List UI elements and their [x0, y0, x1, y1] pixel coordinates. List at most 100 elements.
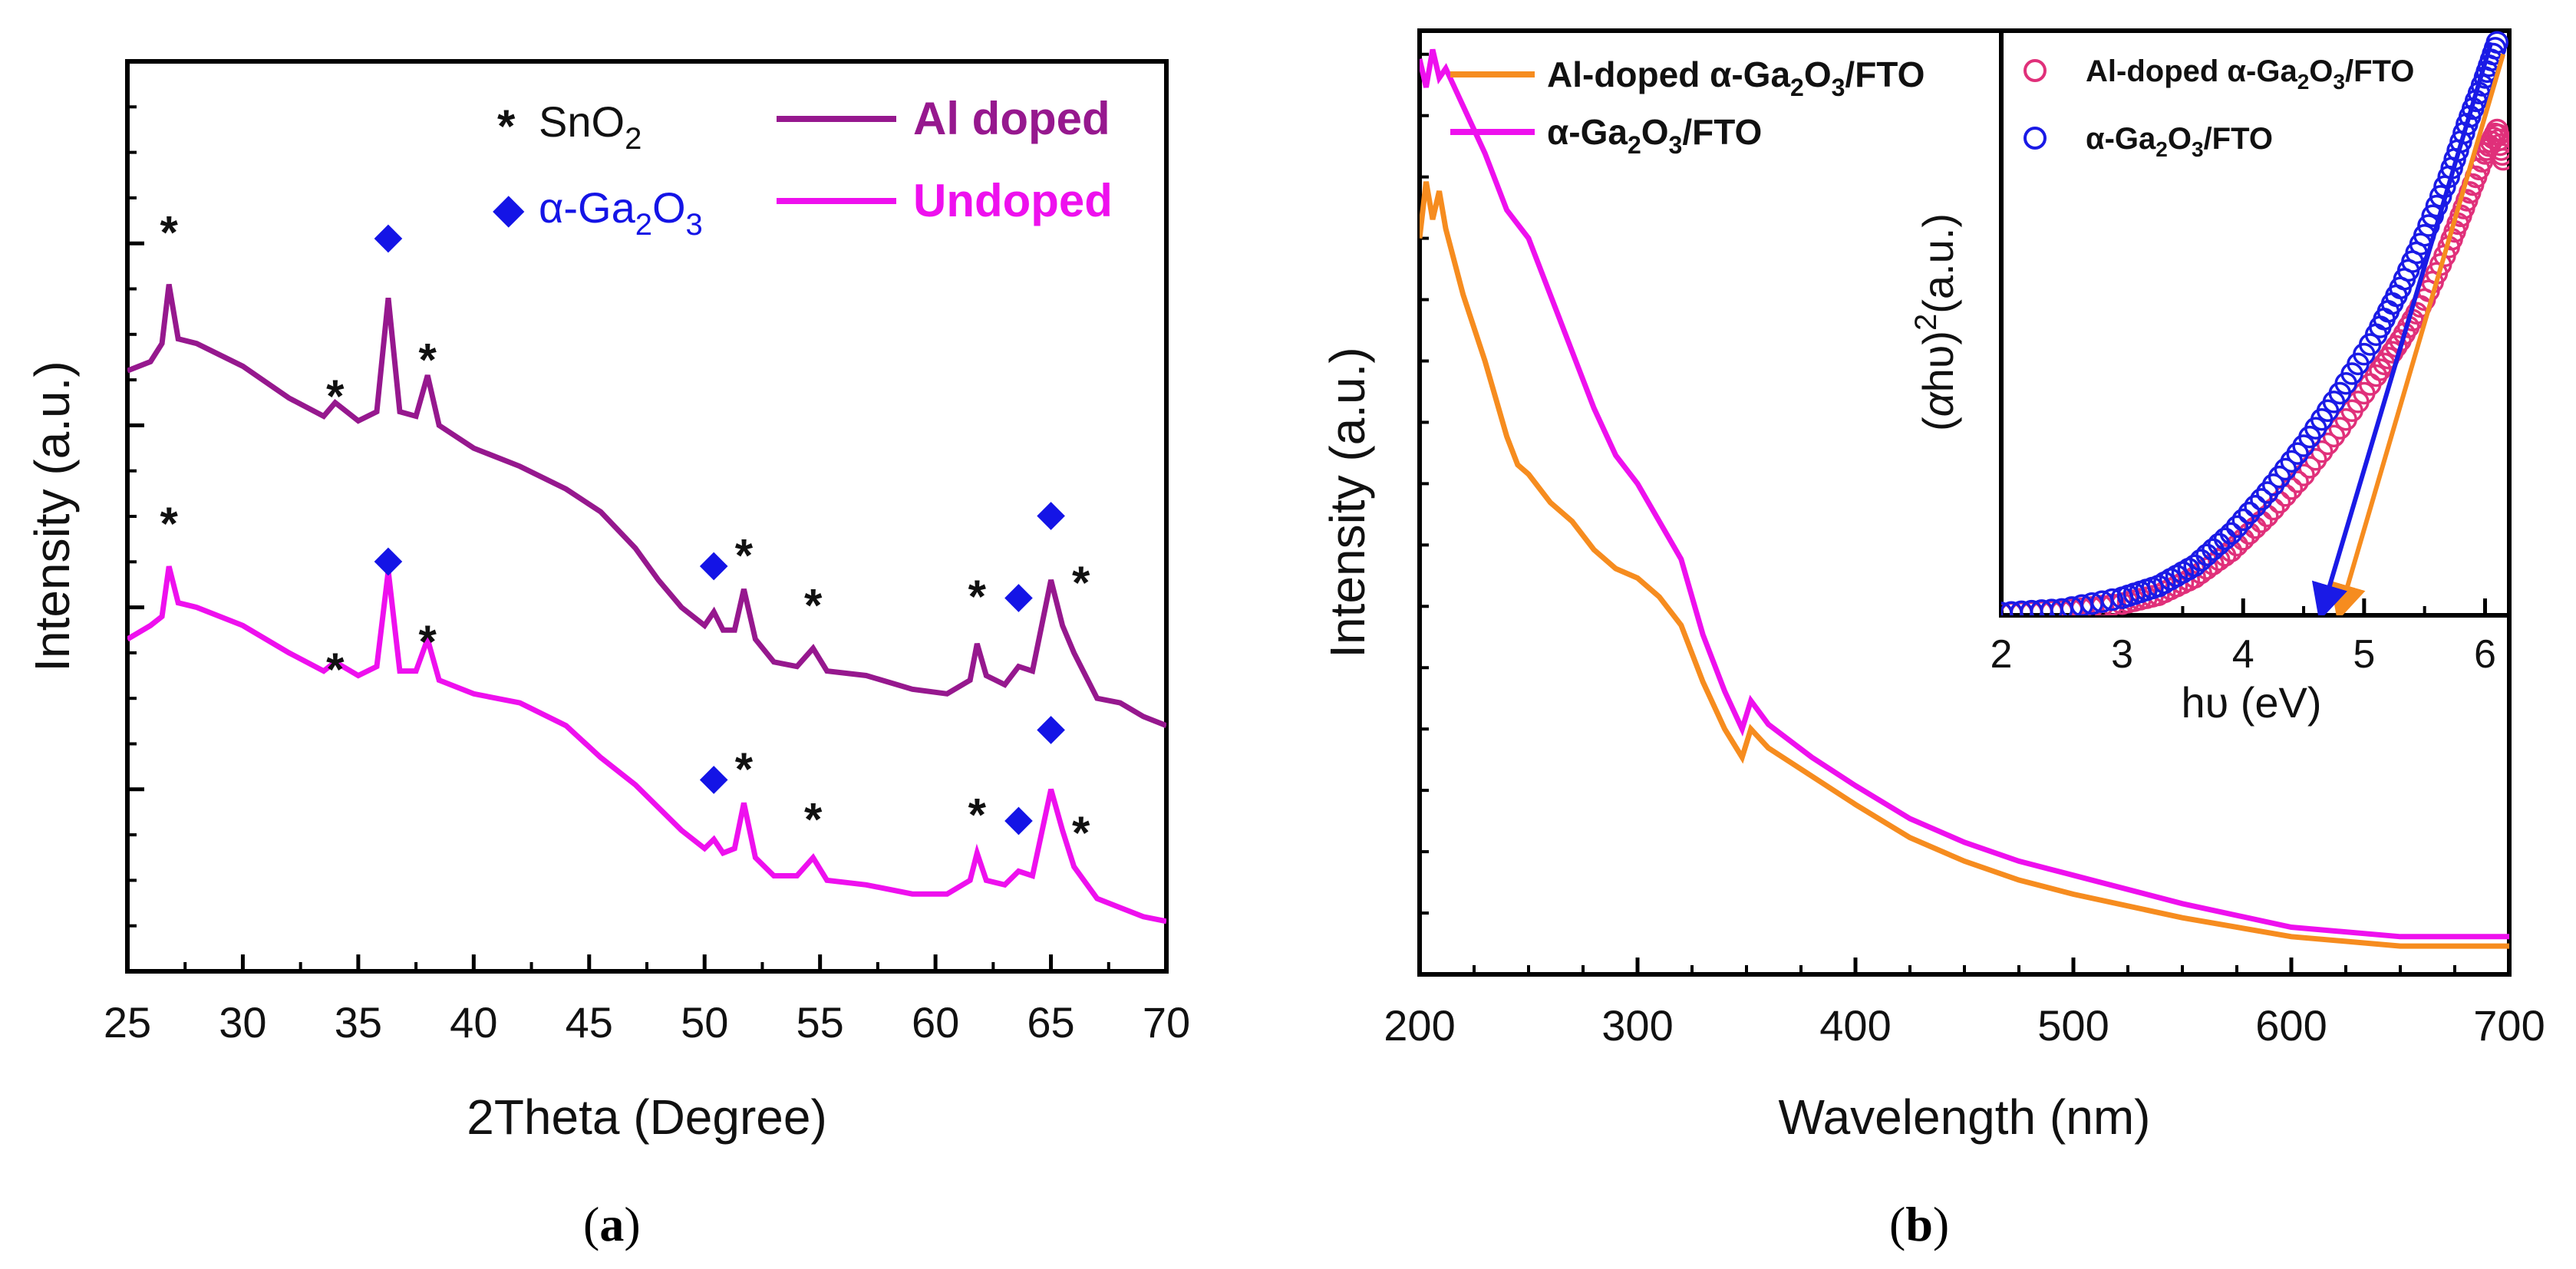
ga2o3-peak-marker: ◆ — [374, 539, 403, 579]
inset-data-point — [2489, 133, 2509, 157]
legend-b-al-doped-label: Al-doped α-Ga2O3/FTO — [1547, 54, 1925, 101]
legend-sno2-label: SnO2 — [539, 97, 642, 156]
inset-data-point — [2364, 364, 2388, 387]
panel-a-label: (a) — [583, 1197, 641, 1251]
inset-x-tick-label: 2 — [1991, 632, 2013, 677]
ga2o3-peak-marker: ◆ — [1037, 707, 1065, 748]
ga2o3-peak-marker: ◆ — [700, 543, 728, 584]
panel-a-y-ticks — [127, 105, 144, 928]
x-tick-label: 200 — [1384, 1001, 1455, 1050]
inset-x-axis-title: hυ (eV) — [2181, 678, 2321, 727]
panel-b-y-axis-title: Intensity (a.u.) — [1320, 347, 1375, 658]
sno2-peak-marker: * — [418, 616, 437, 667]
inset-data-point — [2225, 515, 2249, 539]
legend-ga2o3-label: α-Ga2O3 — [539, 183, 703, 242]
panel-a-x-axis-title: 2Theta (Degree) — [467, 1089, 827, 1145]
inset-data-point — [2380, 341, 2404, 364]
inset-legend: Al-doped α-Ga2O3/FTO α-Ga2O3/FTO — [2024, 54, 2414, 161]
panel-a-legend: * SnO2 ◆ α-Ga2O3 Al doped Undoped — [493, 93, 1113, 242]
inset-data-point — [2100, 588, 2124, 611]
panel-a-peak-markers: **◆*◆ ** * ◆◆***◆*◆ ** * ◆◆* — [160, 206, 1090, 859]
ga2o3-peak-marker: ◆ — [1004, 575, 1033, 616]
x-tick-label: 70 — [1143, 998, 1190, 1047]
inset-x-tick-label: 6 — [2474, 632, 2496, 677]
legend-undoped-label: Undoped — [913, 175, 1113, 226]
inset-data-point — [2213, 527, 2237, 551]
inset-data-point — [2369, 358, 2392, 381]
x-tick-label: 45 — [566, 998, 613, 1047]
panel-b-x-axis-title: Wavelength (nm) — [1779, 1089, 2151, 1145]
panel-b-label: (b) — [1889, 1197, 1949, 1251]
sno2-peak-marker: * — [804, 793, 823, 845]
legend-sno2-symbol: * — [497, 101, 516, 152]
inset-data-point — [2238, 501, 2261, 525]
sno2-peak-marker: * — [1072, 807, 1090, 859]
legend-b-undoped-label: α-Ga2O3/FTO — [1547, 112, 1762, 159]
x-tick-label: 50 — [681, 998, 728, 1047]
inset-data-point — [2244, 495, 2267, 518]
x-tick-label: 600 — [2255, 1001, 2327, 1050]
x-tick-label: 700 — [2473, 1001, 2545, 1050]
sno2-peak-marker: * — [160, 498, 178, 549]
inset-legend-undoped-marker — [2024, 127, 2047, 150]
tauc-fit-arrow-undoped — [2311, 41, 2494, 615]
inset-data-point — [2225, 533, 2249, 557]
ga2o3-peak-marker: ◆ — [700, 757, 728, 798]
sno2-peak-marker: * — [326, 371, 345, 422]
inset-data-point — [2492, 147, 2509, 171]
x-tick-label: 40 — [450, 998, 497, 1047]
legend-al-doped-label: Al doped — [913, 93, 1110, 144]
xrd-line-al-doped — [127, 284, 1166, 729]
panel-b-y-ticks — [1420, 52, 1429, 915]
x-tick-label: 25 — [104, 998, 151, 1047]
inset-data-point — [2250, 488, 2273, 511]
inset-data-point — [2485, 31, 2508, 54]
x-tick-label: 55 — [797, 998, 844, 1047]
xrd-line-undoped — [127, 565, 1166, 925]
x-tick-label: 500 — [2037, 1001, 2109, 1050]
inset-y-axis-title: (αhυ)2(a.u.) — [1909, 213, 1962, 431]
inset-x-tick-label: 4 — [2232, 632, 2254, 677]
ga2o3-peak-marker: ◆ — [374, 216, 403, 256]
legend-ga2o3-symbol: ◆ — [493, 186, 525, 232]
x-tick-label: 30 — [219, 998, 266, 1047]
uv-line-undoped — [1420, 48, 2509, 940]
ga2o3-peak-marker: ◆ — [1037, 493, 1065, 534]
panel-b-x-ticks: 200 300 400 500 600 700 — [1384, 958, 2545, 1050]
x-tick-label: 400 — [1819, 1001, 1891, 1050]
ga2o3-peak-marker: ◆ — [1004, 798, 1033, 839]
tauc-fit-arrow-al-doped — [2330, 53, 2505, 615]
inset-frame — [1999, 28, 2512, 618]
inset-data-point — [2491, 143, 2509, 166]
sno2-peak-marker: * — [160, 206, 178, 258]
x-tick-label: 60 — [912, 998, 959, 1047]
x-tick-label: 300 — [1601, 1001, 1673, 1050]
panel-a: 25 30 35 40 45 50 55 60 65 70 **◆*◆ ** * ◆◆***◆*◆ ** *… — [25, 59, 1190, 1251]
inset-data-point — [2219, 539, 2243, 562]
panel-b: 200 300 400 500 600 700 Al-doped α-Ga2O3/FTO … — [1320, 28, 2545, 1251]
panel-a-y-axis-title: Intensity (a.u.) — [25, 361, 80, 672]
panel-b-legend: Al-doped α-Ga2O3/FTO α-Ga2O3/FTO — [1450, 54, 1925, 159]
sno2-peak-marker: * — [735, 743, 754, 795]
inset-legend-al-doped-marker — [2024, 59, 2047, 82]
inset-data-point — [2489, 138, 2509, 161]
inset-data-point — [2425, 194, 2449, 218]
inset-data-point — [2219, 522, 2243, 546]
inset-data-point — [2421, 204, 2444, 228]
sno2-peak-marker: * — [735, 530, 754, 582]
sno2-peak-marker: * — [326, 644, 345, 695]
panel-a-x-ticks: 25 30 35 40 45 50 55 60 65 70 — [104, 954, 1190, 1047]
inset-legend-al-doped-label: Al-doped α-Ga2O3/FTO — [2086, 54, 2414, 94]
inset-data-point — [2244, 516, 2267, 539]
inset-data-point — [2231, 508, 2254, 532]
inset-x-tick-label: 5 — [2353, 632, 2375, 677]
x-tick-label: 65 — [1027, 998, 1074, 1047]
sno2-peak-marker: * — [968, 571, 987, 622]
sno2-peak-marker: * — [804, 580, 823, 631]
inset-legend-undoped-label: α-Ga2O3/FTO — [2086, 122, 2273, 161]
inset-chart: 2 3 4 5 6 Al-doped α-Ga2O3/FTO α-Ga2O3/FTO h… — [1909, 28, 2512, 727]
x-tick-label: 35 — [335, 998, 382, 1047]
sno2-peak-marker: * — [968, 789, 987, 841]
sno2-peak-marker: * — [418, 335, 437, 386]
